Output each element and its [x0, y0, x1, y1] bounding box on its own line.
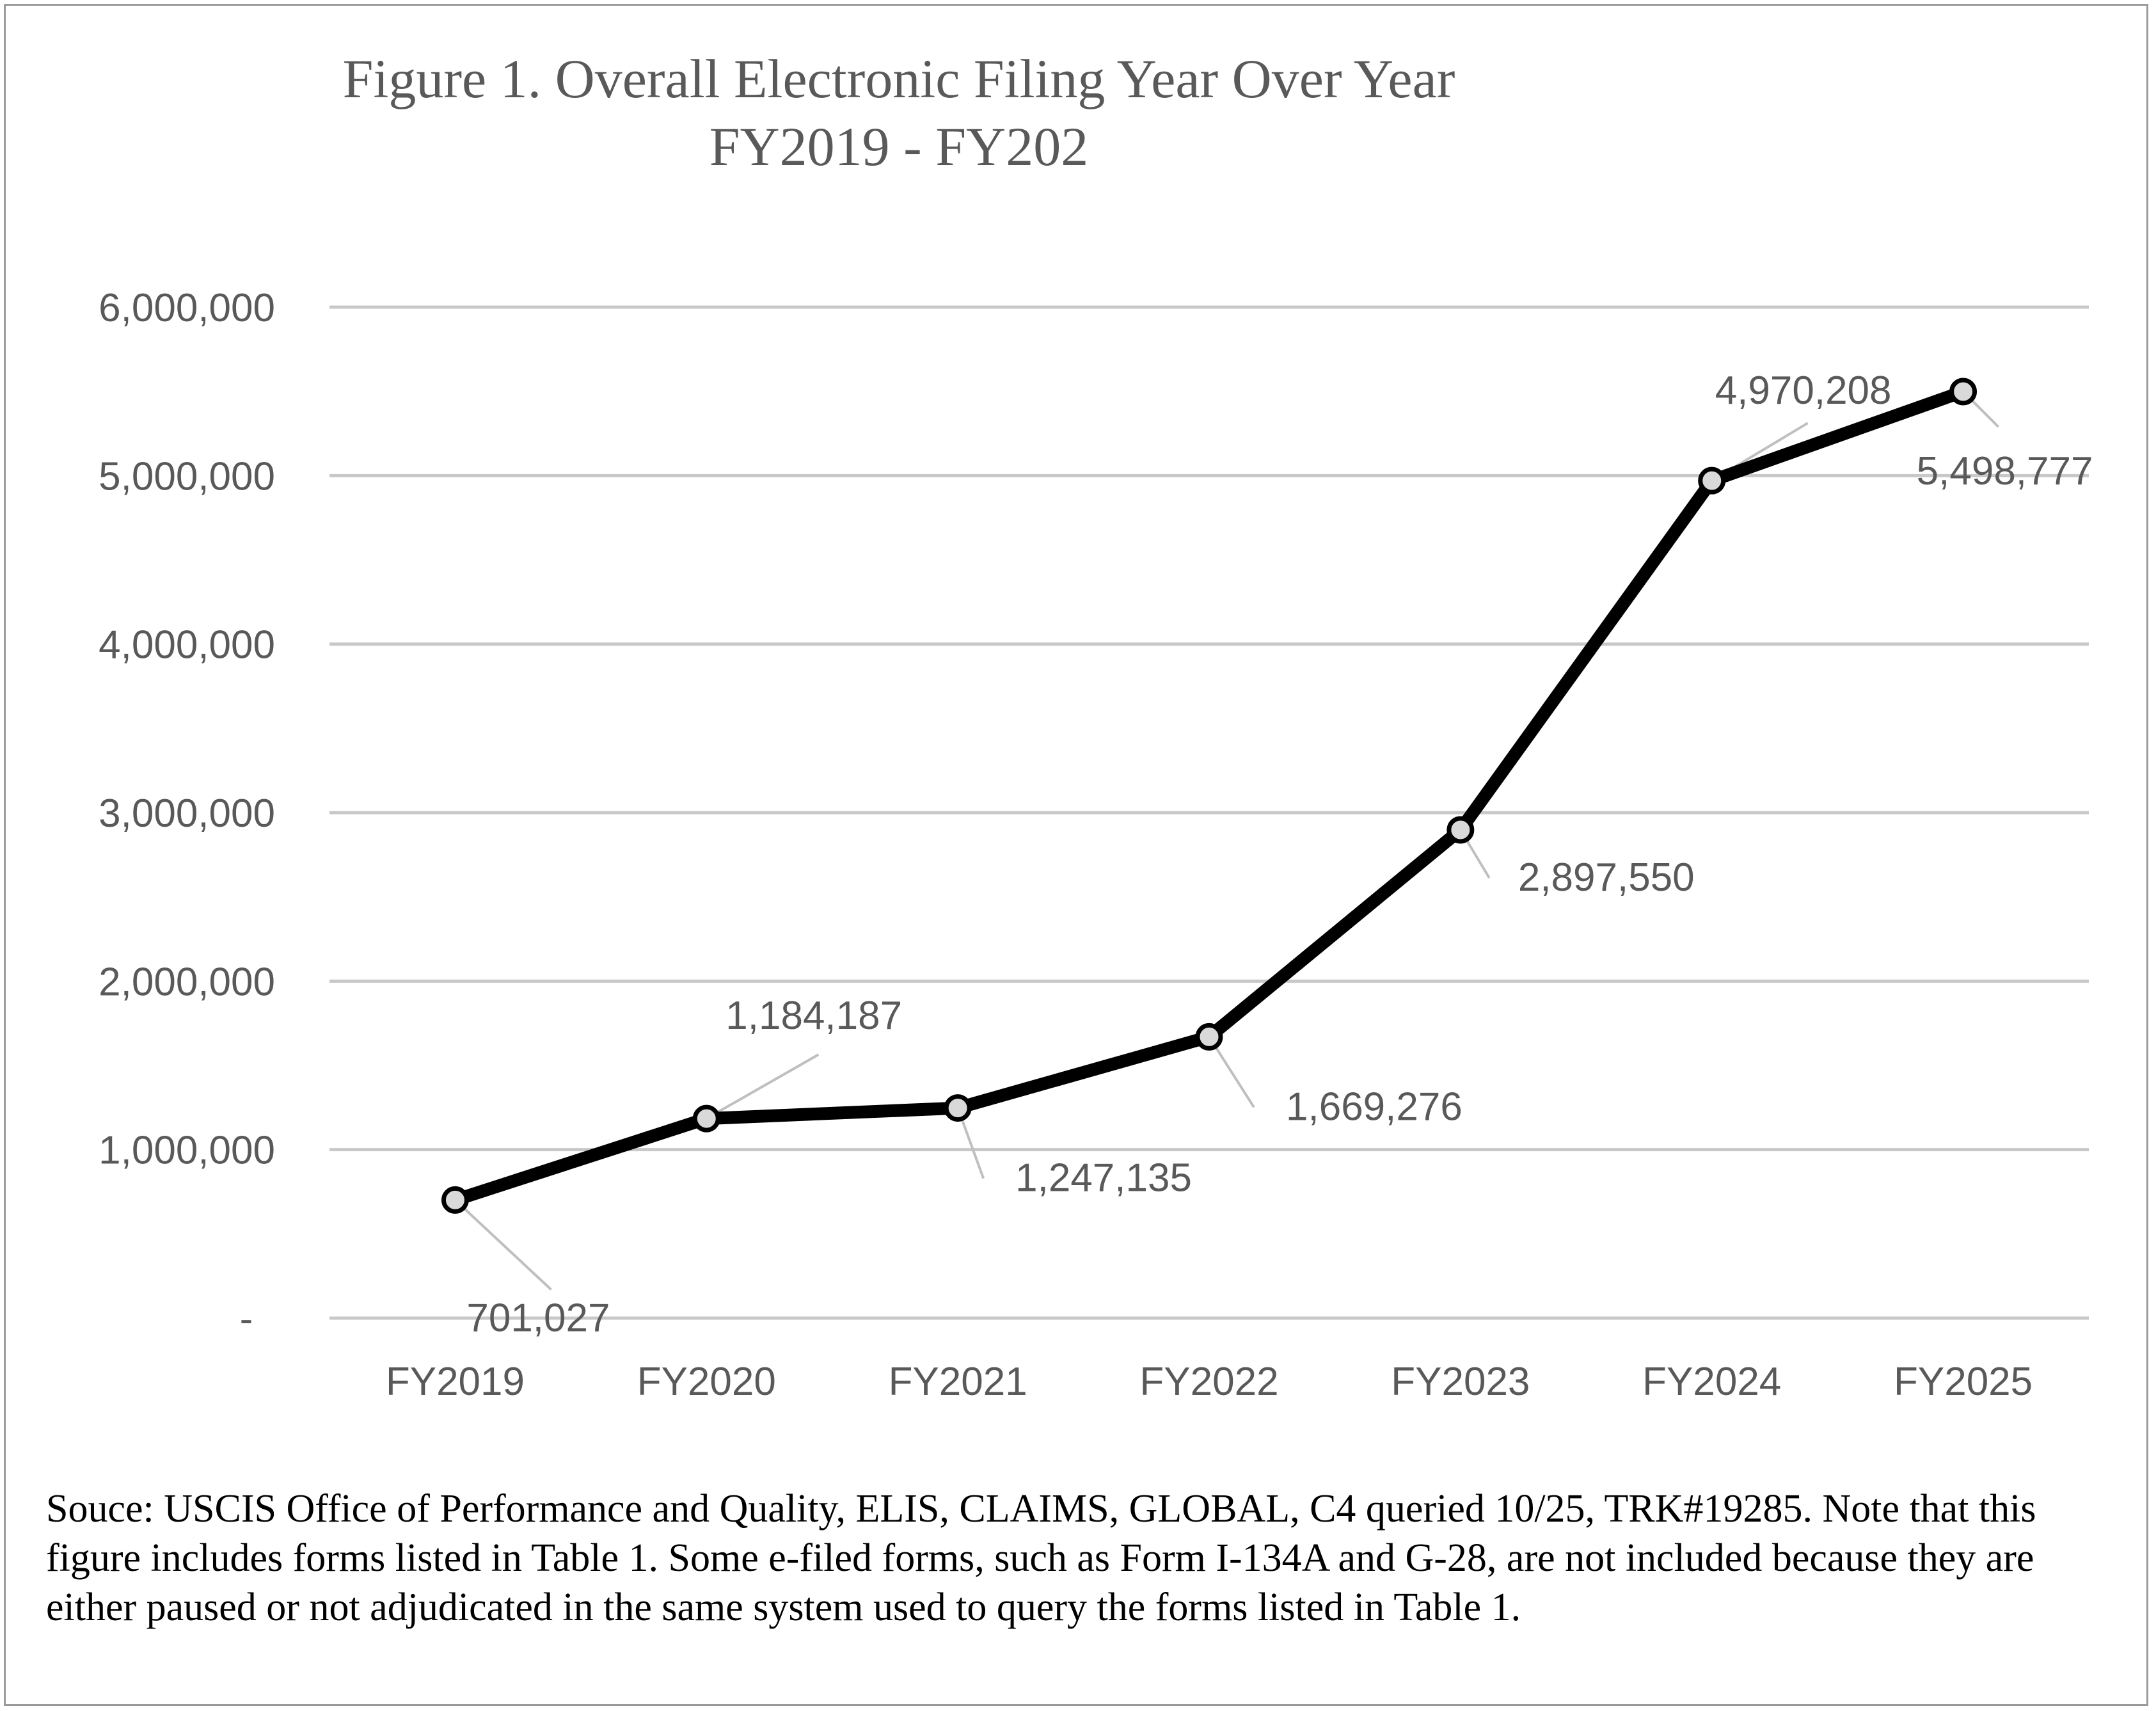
data-label: 1,669,276: [1286, 1085, 1462, 1129]
data-label: 2,897,550: [1518, 856, 1695, 900]
data-label-leader: [706, 1053, 820, 1120]
x-axis-tick-labels: FY2019 FY2020 FY2021 FY2022 FY2023 FY2024 FY20…: [386, 1360, 2033, 1404]
x-tick-label: FY2021: [889, 1360, 1027, 1404]
x-tick-label: FY2025: [1894, 1360, 2033, 1404]
data-point-marker: [944, 1094, 972, 1122]
data-label: 4,970,208: [1715, 369, 1892, 413]
data-markers: [441, 378, 1978, 1214]
data-label-leader: [1208, 1036, 1255, 1108]
y-axis-tick-labels: - 1,000,000 2,000,000 3,000,000 4,000,000 5,0…: [99, 286, 275, 1341]
data-label-leaders: [454, 390, 1999, 1291]
x-tick-label: FY2024: [1642, 1360, 1781, 1404]
data-label: 5,498,777: [1917, 449, 2093, 493]
data-point-marker: [692, 1104, 720, 1133]
x-tick-label: FY2022: [1139, 1360, 1278, 1404]
data-label: 1,184,187: [725, 994, 902, 1038]
x-tick-label: FY2020: [637, 1360, 776, 1404]
x-tick-label: FY2023: [1391, 1360, 1530, 1404]
series-line: [448, 385, 1970, 1207]
y-tick-label: 2,000,000: [99, 960, 275, 1004]
data-labels: 701,027 1,184,187 1,247,135 1,669,276 2,897,…: [466, 369, 2093, 1340]
y-tick-label: 3,000,000: [99, 792, 275, 836]
chart-title: Figure 1. Overall Electronic Filing Year…: [343, 48, 1455, 109]
data-point-marker: [1447, 816, 1475, 844]
y-tick-label: 6,000,000: [99, 286, 275, 330]
data-label: 1,247,135: [1015, 1156, 1192, 1200]
gridlines: [329, 305, 2089, 1320]
data-point-marker: [1698, 466, 1726, 495]
x-tick-label: FY2019: [386, 1360, 525, 1404]
y-tick-label: 1,000,000: [99, 1129, 275, 1173]
data-label: 701,027: [466, 1296, 610, 1340]
chart-subtitle: FY2019 - FY202: [709, 116, 1089, 177]
y-tick-label: 4,000,000: [99, 623, 275, 667]
source-note: Souce: USCIS Office of Performance and Q…: [46, 1487, 2036, 1629]
series-line-group: [448, 385, 1970, 1207]
data-label-leader: [454, 1198, 552, 1291]
y-tick-label: -: [240, 1297, 253, 1341]
data-point-marker: [1949, 378, 1978, 406]
figure-frame: [4, 4, 2148, 1706]
y-tick-label: 5,000,000: [99, 454, 275, 498]
data-point-marker: [1195, 1023, 1223, 1051]
data-point-marker: [441, 1186, 469, 1214]
